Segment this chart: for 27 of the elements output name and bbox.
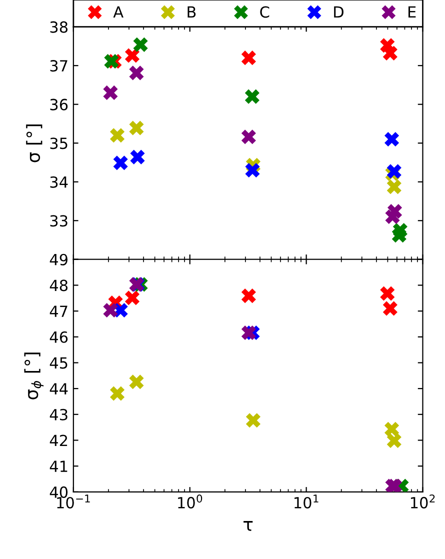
x-axis-title: τ — [244, 520, 253, 531]
y-tick-label: 38 — [50, 21, 68, 33]
y-tick-label: 42 — [50, 434, 68, 446]
x-tick-label: 10$^{1}$ — [294, 494, 318, 508]
legend-label: A — [113, 6, 124, 18]
y-tick-label: 37 — [50, 60, 68, 72]
y-tick-label: 48 — [50, 280, 68, 292]
y-tick-label: 35 — [50, 138, 68, 150]
y-axis-title: σ$_{ϕ}$ [°] — [24, 352, 44, 400]
y-tick-label: 45 — [50, 357, 68, 369]
x-tick-label: 10$^{0}$ — [178, 494, 202, 508]
y-tick-label: 49 — [50, 254, 68, 266]
legend-label: C — [260, 6, 270, 18]
y-tick-label: 46 — [50, 331, 68, 343]
y-tick-label: 36 — [50, 98, 68, 110]
legend-label: D — [334, 6, 344, 18]
legend-label: E — [408, 6, 416, 18]
y-axis-title: σ [°] — [26, 124, 42, 162]
y-tick-label: 47 — [50, 306, 68, 317]
y-tick-label: 44 — [50, 383, 68, 394]
legend-label: B — [188, 6, 196, 18]
x-tick-label: 10$^{2}$ — [410, 494, 435, 508]
y-tick-label: 34 — [50, 176, 68, 188]
y-tick-label: 43 — [50, 408, 68, 420]
y-tick-label: 33 — [50, 215, 68, 227]
y-tick-label: 41 — [50, 460, 68, 472]
y-tick-label: 40 — [50, 486, 68, 498]
